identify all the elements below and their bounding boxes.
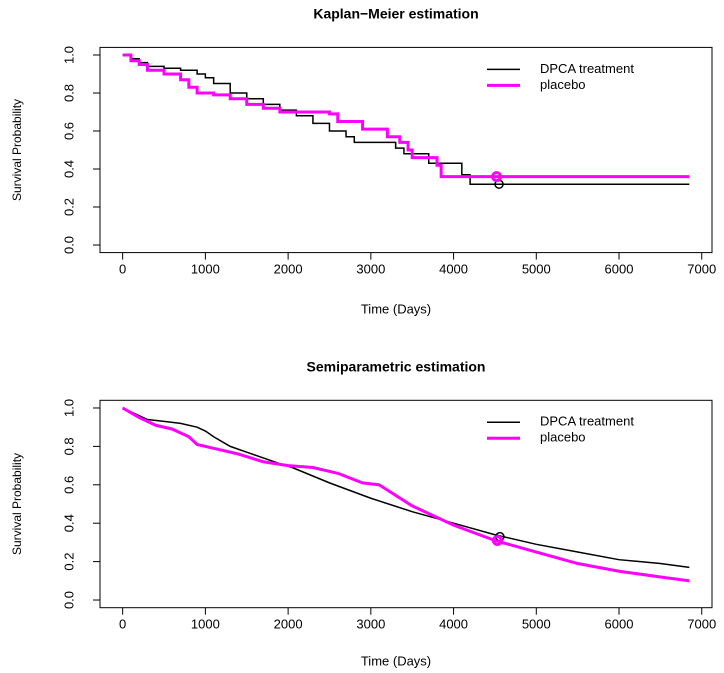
y-tick-label: 0.8: [61, 84, 76, 102]
y-tick-label: 0.4: [61, 514, 76, 532]
y-tick-label: 1.0: [61, 399, 76, 417]
chart-title: Semiparametric estimation: [307, 359, 486, 375]
censor-mark: [491, 171, 503, 183]
x-tick-label: 0: [119, 261, 126, 276]
x-tick-label: 5000: [522, 616, 551, 631]
y-tick-label: 0.2: [61, 553, 76, 571]
x-tick-label: 7000: [687, 616, 716, 631]
legend-label: DPCA treatment: [540, 414, 634, 429]
x-tick-label: 2000: [274, 616, 303, 631]
x-tick-label: 2000: [274, 261, 303, 276]
plot-frame: [99, 46, 713, 254]
legend-label: placebo: [540, 430, 586, 445]
x-axis-label: Time (Days): [361, 301, 431, 316]
y-axis-label: Survival Probability: [10, 99, 24, 201]
series-line: [121, 406, 690, 583]
x-tick-label: 3000: [356, 261, 385, 276]
y-tick-label: 0.0: [61, 591, 76, 609]
x-tick-label: 3000: [356, 616, 385, 631]
legend-label: DPCA treatment: [540, 61, 634, 76]
y-tick-label: 1.0: [61, 46, 76, 64]
x-tick-label: 0: [119, 616, 126, 631]
y-tick-label: 0.6: [61, 122, 76, 140]
series-line: [122, 407, 690, 569]
y-tick-label: 0.6: [61, 476, 76, 494]
x-tick-label: 5000: [522, 261, 551, 276]
y-tick-label: 0.2: [61, 198, 76, 216]
x-tick-label: 4000: [439, 616, 468, 631]
chart-title: Kaplan−Meier estimation: [313, 6, 478, 22]
y-tick-label: 0.8: [61, 437, 76, 455]
x-tick-label: 6000: [605, 616, 634, 631]
y-axis-label: Survival Probability: [10, 453, 24, 555]
x-axis-label: Time (Days): [361, 653, 431, 668]
y-tick-label: 0.4: [61, 160, 76, 178]
series-line: [122, 53, 690, 179]
x-tick-label: 1000: [191, 261, 220, 276]
x-tick-label: 6000: [605, 261, 634, 276]
x-tick-label: 1000: [191, 616, 220, 631]
plot-frame: [99, 399, 713, 609]
censor-mark: [491, 534, 503, 546]
legend-label: placebo: [540, 77, 586, 92]
x-tick-label: 7000: [687, 261, 716, 276]
x-tick-label: 4000: [439, 261, 468, 276]
series-line: [122, 54, 690, 185]
y-tick-label: 0.0: [61, 236, 76, 254]
